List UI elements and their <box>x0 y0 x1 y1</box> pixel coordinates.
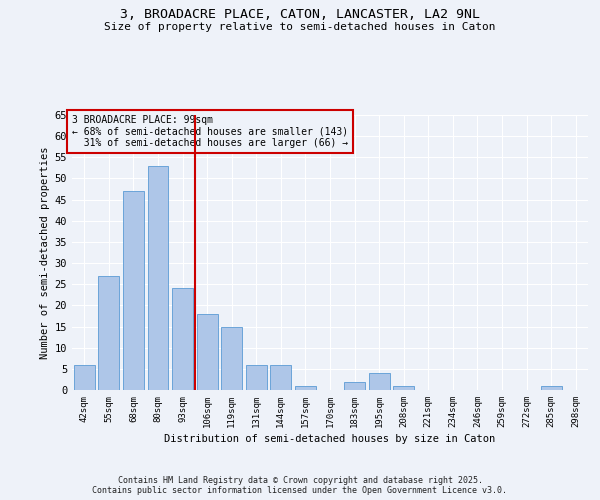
X-axis label: Distribution of semi-detached houses by size in Caton: Distribution of semi-detached houses by … <box>164 434 496 444</box>
Y-axis label: Number of semi-detached properties: Number of semi-detached properties <box>40 146 50 359</box>
Bar <box>295 386 316 390</box>
Bar <box>393 386 414 390</box>
Bar <box>271 364 292 390</box>
Bar <box>74 364 95 390</box>
Bar <box>541 386 562 390</box>
Bar <box>148 166 169 390</box>
Text: 3, BROADACRE PLACE, CATON, LANCASTER, LA2 9NL: 3, BROADACRE PLACE, CATON, LANCASTER, LA… <box>120 8 480 20</box>
Bar <box>246 364 267 390</box>
Text: Contains HM Land Registry data © Crown copyright and database right 2025.
Contai: Contains HM Land Registry data © Crown c… <box>92 476 508 495</box>
Text: Size of property relative to semi-detached houses in Caton: Size of property relative to semi-detach… <box>104 22 496 32</box>
Bar <box>172 288 193 390</box>
Bar <box>123 191 144 390</box>
Bar <box>197 314 218 390</box>
Bar <box>344 382 365 390</box>
Text: 3 BROADACRE PLACE: 99sqm
← 68% of semi-detached houses are smaller (143)
  31% o: 3 BROADACRE PLACE: 99sqm ← 68% of semi-d… <box>72 115 348 148</box>
Bar <box>221 326 242 390</box>
Bar <box>98 276 119 390</box>
Bar <box>368 373 389 390</box>
